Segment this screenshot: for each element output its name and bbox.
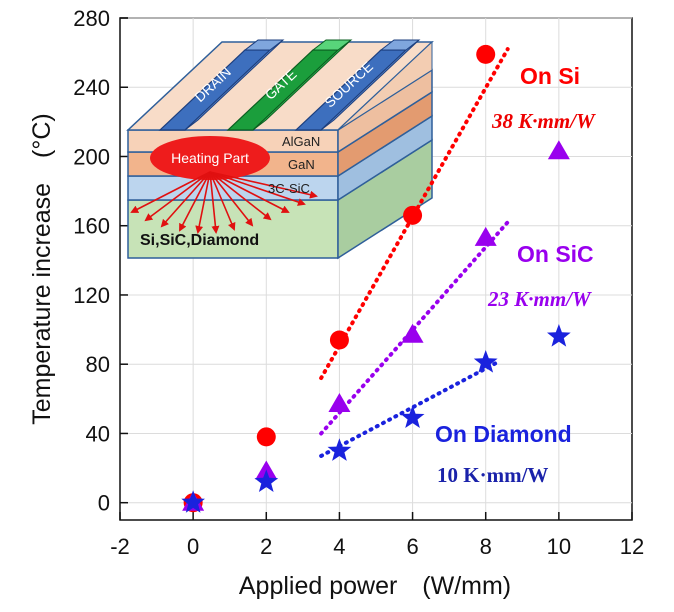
- y-tick-label: 200: [73, 144, 110, 169]
- heat-arrow: [209, 171, 306, 206]
- point-on-si: [403, 205, 423, 225]
- annotation-on-sic: On SiC: [517, 241, 594, 267]
- heat-arrow: [195, 171, 211, 234]
- x-tick-label: 8: [480, 534, 492, 559]
- x-tick-label: 10: [547, 534, 571, 559]
- x-tick-label: 6: [406, 534, 418, 559]
- point-on-diamond: [400, 405, 425, 428]
- heat-flow-arrows: [130, 171, 318, 234]
- heating-part-label: Heating Part: [171, 150, 249, 166]
- point-on-si: [476, 44, 496, 64]
- annotation-on-diamond: On Diamond: [435, 421, 572, 447]
- point-on-sic: [328, 393, 351, 413]
- heat-arrow: [160, 171, 211, 228]
- algan-label: AlGaN: [282, 134, 320, 149]
- resistance-on-si: 38 K·mm/W: [491, 109, 596, 133]
- x-axis-label: Applied power (W/mm): [239, 572, 511, 600]
- heat-arrow: [209, 171, 318, 199]
- heat-arrow: [209, 171, 272, 221]
- y-tick-labels: 0 40 80 120 160 200 240 280: [73, 6, 110, 516]
- sic-label: 3C-SiC: [268, 181, 310, 196]
- x-tick-label: -2: [110, 534, 130, 559]
- y-tick-label: 0: [98, 491, 110, 516]
- annotation-on-si: On Si: [520, 63, 580, 89]
- x-tick-label: 0: [187, 534, 199, 559]
- point-on-diamond: [327, 438, 352, 461]
- x-tick-label: 12: [620, 534, 644, 559]
- y-tick-label: 120: [73, 283, 110, 308]
- data-markers: [181, 44, 571, 513]
- device-inset-diagram: DRAIN GATE SOURCE Heating Part AlGaN GaN…: [126, 39, 434, 260]
- resistance-on-sic: 23 K·mm/W: [487, 287, 592, 311]
- heat-arrow: [209, 171, 220, 234]
- x-tick-labels: -2 0 2 4 6 8 10 12: [110, 534, 644, 559]
- heat-arrow: [209, 171, 254, 227]
- y-tick-label: 160: [73, 214, 110, 239]
- point-on-sic: [547, 140, 570, 160]
- heat-arrow: [179, 171, 211, 232]
- heat-arrow: [144, 171, 211, 222]
- point-on-sic: [401, 323, 424, 343]
- resistance-on-diamond: 10 K·mm/W: [437, 463, 548, 487]
- substrate-label: Si,SiC,Diamond: [140, 232, 259, 249]
- point-on-diamond: [473, 350, 498, 373]
- tick-marks: [119, 17, 633, 520]
- heat-arrow: [209, 171, 236, 231]
- y-tick-label: 240: [73, 75, 110, 100]
- substrate-front: [127, 199, 339, 259]
- point-on-si: [329, 330, 349, 350]
- x-tick-label: 4: [333, 534, 345, 559]
- point-on-diamond: [547, 324, 571, 347]
- y-tick-label: 280: [73, 6, 110, 31]
- x-tick-label: 2: [260, 534, 272, 559]
- device-top-edge: [337, 40, 433, 131]
- y-tick-label: 40: [86, 421, 110, 446]
- heating-part: [150, 136, 270, 180]
- point-on-diamond: [254, 469, 279, 492]
- y-tick-label: 80: [86, 352, 110, 377]
- gan-label: GaN: [288, 157, 315, 172]
- point-on-diamond: [181, 490, 205, 513]
- heat-arrow: [130, 171, 211, 213]
- drain-electrode: DRAIN: [158, 39, 285, 131]
- heat-arrow: [209, 171, 290, 213]
- y-axis-label: Temperature increase (°C): [28, 113, 56, 425]
- point-on-sic: [474, 226, 497, 246]
- fit-line-on-diamond: [319, 358, 503, 458]
- point-on-si: [256, 427, 276, 447]
